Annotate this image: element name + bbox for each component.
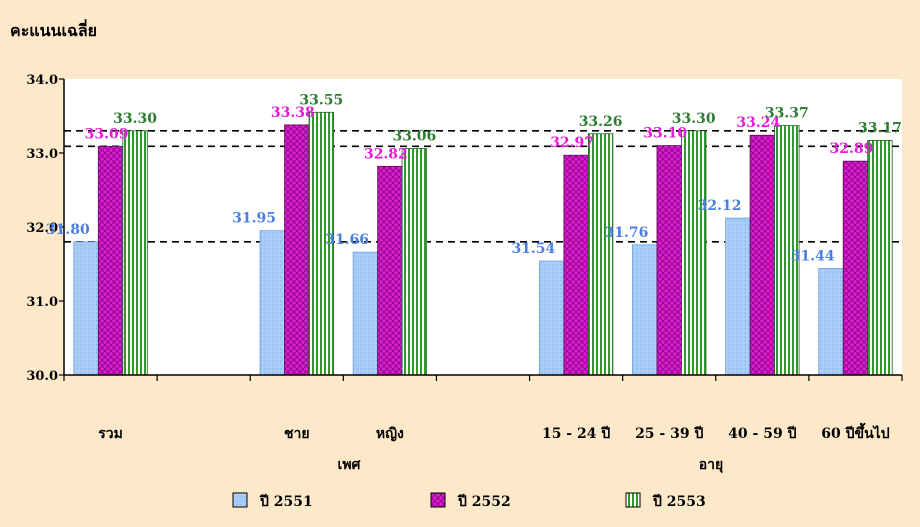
data-label: 33.10 (643, 126, 687, 142)
data-label: 32.97 (550, 135, 594, 151)
data-label: 31.76 (605, 225, 649, 241)
bar (587, 133, 614, 376)
legend-swatch (232, 492, 248, 508)
data-label: 33.30 (672, 111, 716, 127)
data-label: 32.89 (830, 141, 874, 157)
data-label: 31.54 (511, 241, 555, 257)
data-label: 33.37 (765, 106, 809, 122)
y-tick-label: 32.0 (26, 221, 58, 236)
bar (632, 244, 658, 376)
x-tick-label: หญิง (376, 426, 404, 442)
legend-label: ปี 2553 (652, 494, 706, 510)
bar (842, 160, 869, 376)
bar (73, 241, 99, 376)
bar (97, 145, 124, 376)
bar (401, 148, 428, 376)
data-label: 33.24 (736, 115, 780, 131)
legend-swatch (430, 492, 446, 508)
data-label: 32.82 (364, 146, 408, 162)
bar (563, 154, 589, 376)
data-label: 31.66 (325, 232, 369, 248)
data-label: 33.09 (85, 126, 129, 142)
group-label-age: อายุ (699, 457, 723, 473)
x-tick-label: ชาย (284, 426, 310, 442)
x-tick-label: 15 - 24 ปี (542, 426, 610, 442)
bar (818, 268, 844, 376)
data-label: 33.38 (271, 105, 315, 121)
data-label: 33.55 (299, 92, 343, 108)
bar (867, 140, 893, 376)
data-label: 31.80 (46, 222, 90, 238)
bar (749, 134, 775, 376)
chart-title: คะแนนเฉลี่ย (10, 19, 97, 40)
y-tick-label: 30.0 (26, 369, 58, 384)
data-label: 33.30 (113, 111, 157, 127)
bar (352, 251, 379, 376)
data-labels: 31.80 31.95 31.66 31.54 31.76 32.12 31.44 33.09… (46, 92, 902, 264)
bar (259, 230, 285, 376)
data-label: 32.12 (698, 198, 742, 214)
bar (308, 111, 334, 376)
data-label: 31.95 (232, 211, 276, 227)
bar (656, 145, 682, 376)
x-tick-label: 40 - 59 ปี (728, 426, 796, 442)
y-tick-label: 34.0 (26, 73, 58, 88)
y-tick-label: 33.0 (26, 147, 58, 162)
x-tick-label: 60 ปีขึ้นไป (821, 422, 889, 442)
bar (774, 125, 800, 376)
bar (725, 217, 751, 376)
data-label: 33.26 (579, 114, 623, 130)
legend: ปี 2551 ปี 2552 ปี 2553 (232, 492, 706, 510)
bar (681, 130, 707, 376)
x-tick-label: รวม (98, 426, 123, 442)
data-label: 33.17 (858, 120, 902, 136)
data-label: 31.44 (791, 248, 835, 264)
group-label-sex: เพศ (338, 457, 362, 473)
x-tick-label: 25 - 39 ปี (635, 426, 703, 442)
bars (73, 111, 893, 376)
legend-label: ปี 2552 (457, 494, 511, 510)
axes: 30.0 31.0 32.0 33.0 34.0 รวม ชาย หญิง 15 - 24 ปี… (26, 73, 903, 442)
bar (284, 124, 310, 376)
bar (377, 165, 403, 376)
legend-swatch (625, 492, 641, 508)
bar (538, 260, 565, 376)
data-label: 33.06 (392, 129, 436, 145)
y-tick-label: 31.0 (26, 295, 58, 310)
bar (122, 130, 148, 376)
legend-label: ปี 2551 (259, 494, 313, 510)
